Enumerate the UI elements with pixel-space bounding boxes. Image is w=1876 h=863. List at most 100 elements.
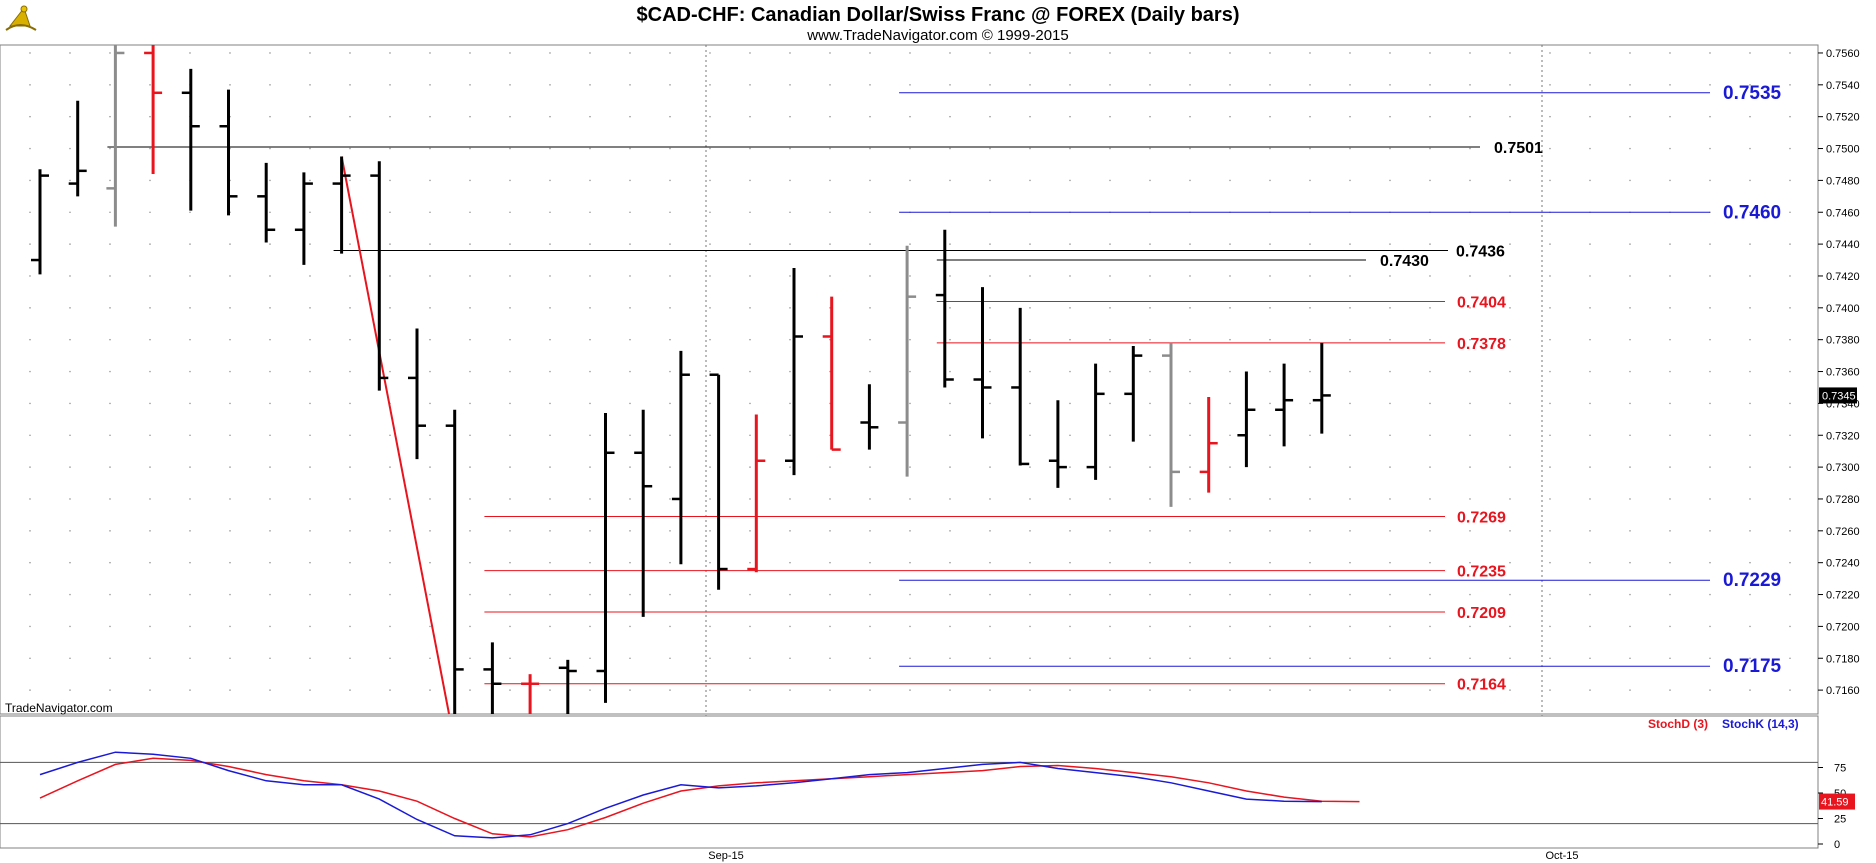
grid-dot (1149, 466, 1151, 468)
grid-dot (909, 115, 911, 118)
grid-dot (1389, 625, 1391, 628)
grid-dot (1669, 84, 1671, 86)
grid-dot (1069, 243, 1071, 245)
grid-dot (989, 84, 991, 86)
grid-dot (1229, 593, 1231, 596)
grid-dot (1189, 84, 1191, 86)
grid-dot (269, 530, 271, 532)
grid-dot (1349, 657, 1351, 660)
grid-dot (1589, 243, 1591, 245)
grid-dot (789, 657, 791, 660)
grid-dot (1269, 179, 1271, 182)
grid-dot (1749, 530, 1751, 532)
grid-dot (1549, 530, 1551, 532)
grid-dot (1749, 561, 1751, 564)
grid-dot (1709, 307, 1711, 309)
grid-dot (69, 498, 71, 500)
grid-dot (1269, 243, 1271, 245)
grid-dot (549, 561, 551, 564)
grid-dot (1149, 52, 1151, 54)
grid-dot (989, 275, 991, 277)
grid-dot (69, 84, 71, 86)
ohlc-bar (709, 373, 728, 590)
stoch-series-line (39, 751, 1322, 839)
grid-dot (469, 179, 471, 182)
grid-dot (1309, 561, 1311, 564)
grid-dot (1029, 402, 1031, 405)
grid-dot (789, 530, 791, 532)
ohlc-bar (294, 172, 313, 265)
grid-dot (1709, 689, 1711, 691)
grid-dot (869, 593, 871, 596)
grid-dot (349, 434, 351, 437)
grid-dot (1069, 147, 1071, 150)
grid-dot (1229, 147, 1231, 150)
grid-dot (829, 243, 831, 245)
grid-dot (1509, 561, 1511, 564)
level-label: 0.7404 (1457, 294, 1506, 311)
grid-dot (709, 84, 711, 86)
grid-dot (669, 561, 671, 564)
legend-stochk: StochK (14,3) (1722, 717, 1799, 731)
grid-dot (229, 561, 231, 564)
grid-dot (1709, 402, 1711, 405)
grid-dot (1149, 434, 1151, 437)
grid-dot (509, 593, 511, 596)
grid-dot (709, 147, 711, 150)
grid-dot (949, 147, 951, 150)
grid-dot (229, 530, 231, 532)
grid-dot (469, 147, 471, 150)
grid-dot (1269, 338, 1271, 341)
grid-dot (1549, 243, 1551, 245)
grid-dot (469, 434, 471, 437)
grid-dot (1789, 243, 1791, 245)
grid-dot (309, 561, 311, 564)
grid-dot (1629, 466, 1631, 468)
ohlc-bar (1048, 400, 1067, 488)
grid-dot (269, 434, 271, 437)
grid-dot (1269, 657, 1271, 660)
grid-dot (909, 179, 911, 182)
grid-dot (189, 307, 191, 309)
grid-dot (629, 179, 631, 182)
grid-dot (909, 689, 911, 691)
grid-dot (1589, 434, 1591, 437)
grid-dot (1069, 402, 1071, 405)
grid-dot (309, 211, 311, 214)
grid-dot (1749, 115, 1751, 118)
grid-dot (309, 689, 311, 691)
grid-dot (789, 147, 791, 150)
grid-dot (1109, 498, 1111, 500)
grid-dot (389, 211, 391, 214)
grid-dot (149, 561, 151, 564)
grid-dot (69, 530, 71, 532)
grid-dot (1469, 561, 1471, 564)
grid-dot (1269, 84, 1271, 86)
grid-dot (749, 498, 751, 500)
grid-dot (629, 593, 631, 596)
grid-dot (1469, 338, 1471, 341)
grid-dot (669, 147, 671, 150)
grid-dot (269, 625, 271, 628)
grid-dot (469, 689, 471, 691)
grid-dot (389, 434, 391, 437)
ohlc-bar (671, 350, 690, 565)
grid-dot (1709, 370, 1711, 373)
grid-dot (1149, 561, 1151, 564)
ohlc-bar (68, 100, 87, 197)
grid-dot (749, 243, 751, 245)
grid-dot (1389, 115, 1391, 118)
grid-dot (709, 179, 711, 182)
grid-dot (949, 115, 951, 118)
grid-dot (1629, 625, 1631, 628)
grid-dot (29, 466, 31, 468)
grid-dot (909, 593, 911, 596)
grid-dot (509, 434, 511, 437)
grid-dot (509, 625, 511, 628)
grid-dot (1509, 657, 1511, 660)
grid-dot (189, 689, 191, 691)
grid-dot (869, 561, 871, 564)
grid-dot (1669, 115, 1671, 118)
grid-dot (1589, 689, 1591, 691)
grid-dot (1189, 530, 1191, 532)
